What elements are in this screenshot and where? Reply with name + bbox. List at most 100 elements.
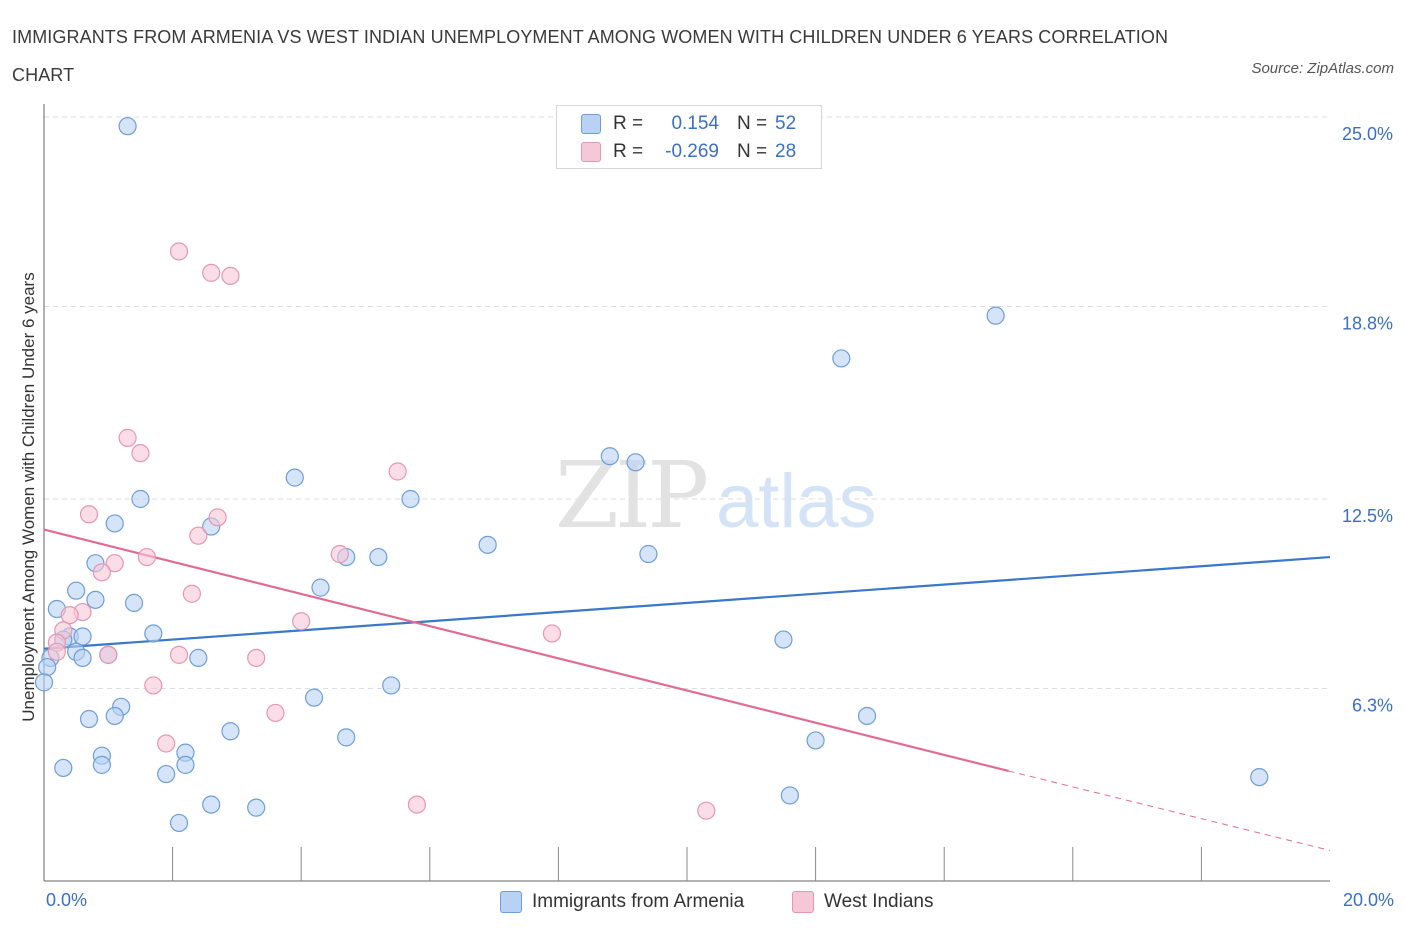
x-tick-min: 0.0%	[46, 890, 88, 910]
data-point-armenia	[73, 648, 92, 668]
data-point-west-indians	[47, 642, 66, 661]
trend-line-extension	[1008, 770, 1331, 851]
data-point-armenia	[79, 709, 99, 729]
correlation-legend: R = 0.154 N = 52 R = -0.269 N = 28	[556, 105, 822, 169]
data-point-armenia	[38, 657, 57, 677]
y-tick-label: 25.0%	[1342, 124, 1393, 144]
data-point-west-indians	[221, 266, 240, 286]
data-point-armenia	[34, 673, 54, 692]
data-point-armenia	[131, 489, 150, 509]
data-point-west-indians	[202, 263, 221, 282]
data-point-west-indians	[157, 734, 176, 753]
data-point-armenia	[832, 349, 851, 368]
data-point-west-indians	[144, 676, 163, 695]
data-point-armenia	[401, 489, 420, 509]
legend-label-armenia: Immigrants from Armenia	[532, 891, 745, 912]
chart-source: Source: ZipAtlas.com	[1251, 60, 1394, 77]
data-point-armenia	[806, 731, 825, 750]
chart-title: IMMIGRANTS FROM ARMENIA VS WEST INDIAN U…	[12, 27, 1169, 85]
data-point-armenia	[337, 728, 356, 747]
legend-r-value: 0.154	[671, 113, 719, 134]
axes	[43, 104, 1330, 882]
data-point-west-indians	[292, 612, 311, 631]
trend-line-west-indians	[43, 528, 1009, 773]
data-point-west-indians	[99, 645, 118, 664]
data-point-armenia	[124, 593, 144, 613]
data-point-armenia	[189, 648, 208, 668]
data-point-west-indians	[137, 547, 156, 567]
data-point-armenia	[144, 624, 163, 643]
trend-line-armenia	[43, 555, 1331, 650]
data-point-west-indians	[542, 624, 562, 643]
legend-n-label: N =	[737, 113, 768, 134]
data-point-armenia	[92, 755, 111, 774]
data-point-armenia	[600, 447, 619, 466]
data-point-armenia	[202, 795, 221, 814]
data-point-armenia	[639, 544, 658, 564]
data-point-west-indians	[697, 801, 716, 820]
data-point-armenia	[105, 514, 124, 533]
data-point-west-indians	[189, 526, 208, 545]
legend-swatch-pink	[792, 891, 814, 913]
legend-swatch-blue	[500, 891, 522, 913]
data-point-west-indians	[247, 648, 266, 668]
legend-item-west-indians[interactable]: West Indians	[792, 889, 933, 915]
data-point-west-indians	[131, 444, 150, 463]
data-point-west-indians	[118, 428, 137, 447]
legend-row-west-indians: R = -0.269 N = 28	[581, 140, 796, 164]
data-point-west-indians	[169, 645, 189, 664]
data-point-armenia	[382, 676, 401, 695]
trend-lines	[43, 528, 1331, 851]
data-point-armenia	[176, 755, 195, 774]
legend-n-value: 28	[775, 141, 797, 162]
data-point-armenia	[304, 688, 324, 707]
data-point-armenia	[478, 535, 497, 554]
data-point-armenia	[626, 453, 645, 472]
legend-swatch-blue	[581, 114, 601, 134]
data-point-west-indians	[169, 242, 189, 261]
legend-r-label: R =	[613, 113, 644, 134]
data-point-armenia	[247, 798, 266, 817]
data-point-armenia	[285, 468, 304, 487]
data-point-armenia	[857, 706, 877, 726]
y-tick-label: 6.3%	[1352, 695, 1393, 715]
legend-row-armenia: R = 0.154 N = 52	[581, 112, 796, 136]
data-point-west-indians	[92, 563, 111, 582]
data-point-armenia	[221, 722, 240, 741]
data-point-armenia	[118, 117, 137, 136]
series-legend: Immigrants from Armenia West Indians	[0, 889, 1406, 915]
data-point-west-indians	[105, 554, 124, 573]
data-point-west-indians	[79, 505, 99, 524]
data-point-armenia	[105, 706, 124, 726]
y-tick-labels: 6.3% 12.5% 18.8% 25.0%	[1342, 124, 1393, 715]
data-point-armenia	[54, 758, 73, 778]
data-point-armenia	[986, 306, 1005, 325]
legend-r-label: R =	[613, 141, 644, 162]
legend-label-west-indians: West Indians	[824, 891, 934, 912]
data-point-west-indians	[407, 795, 427, 814]
data-point-armenia	[1250, 767, 1269, 787]
data-point-armenia	[157, 764, 176, 784]
data-point-armenia	[86, 590, 105, 609]
data-point-west-indians	[266, 703, 285, 723]
data-point-west-indians	[208, 508, 227, 527]
data-point-armenia	[369, 547, 388, 567]
y-tick-label: 18.8%	[1342, 313, 1393, 333]
legend-swatch-pink	[581, 142, 601, 162]
data-point-armenia	[73, 627, 92, 646]
data-point-armenia	[169, 813, 189, 833]
data-point-armenia	[311, 578, 330, 597]
data-points	[34, 117, 1269, 833]
y-tick-label: 12.5%	[1342, 506, 1393, 526]
data-point-west-indians	[60, 606, 79, 625]
data-point-west-indians	[182, 584, 201, 603]
legend-n-label: N =	[737, 141, 768, 162]
data-point-west-indians	[388, 462, 407, 481]
watermark-atlas: atlas	[716, 459, 877, 544]
data-point-armenia	[774, 630, 793, 649]
legend-item-armenia[interactable]: Immigrants from Armenia	[500, 889, 744, 915]
legend-r-value: -0.269	[665, 141, 719, 162]
legend-n-value: 52	[775, 113, 797, 134]
x-tick-max: 20.0%	[1342, 890, 1394, 910]
